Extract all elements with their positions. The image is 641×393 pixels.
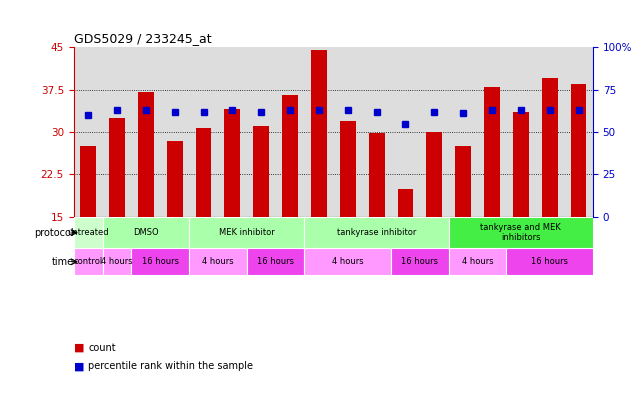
Bar: [449, 47, 478, 217]
Text: DMSO: DMSO: [133, 228, 158, 237]
Bar: [478, 47, 506, 217]
Bar: [218, 47, 247, 217]
Bar: [247, 47, 276, 217]
Text: 16 hours: 16 hours: [531, 257, 568, 266]
Text: 16 hours: 16 hours: [257, 257, 294, 266]
Bar: [340, 121, 356, 217]
Text: tankyrase and MEK
inhibitors: tankyrase and MEK inhibitors: [481, 223, 561, 242]
Bar: [103, 47, 131, 217]
Bar: [426, 132, 442, 217]
Bar: [167, 141, 183, 217]
Bar: [304, 217, 449, 248]
Bar: [131, 47, 160, 217]
Text: tankyrase inhibitor: tankyrase inhibitor: [337, 228, 416, 237]
Bar: [189, 47, 218, 217]
Bar: [247, 248, 304, 275]
Text: GDS5029 / 233245_at: GDS5029 / 233245_at: [74, 31, 212, 44]
Bar: [369, 133, 385, 217]
Text: 16 hours: 16 hours: [142, 257, 179, 266]
Bar: [74, 217, 103, 248]
Bar: [131, 248, 189, 275]
Text: 4 hours: 4 hours: [101, 257, 133, 266]
Text: percentile rank within the sample: percentile rank within the sample: [88, 361, 253, 371]
Text: ■: ■: [74, 343, 84, 353]
Bar: [391, 248, 449, 275]
Text: ■: ■: [74, 361, 84, 371]
Bar: [80, 146, 96, 217]
Bar: [570, 84, 587, 217]
Bar: [455, 146, 471, 217]
Bar: [109, 118, 125, 217]
Bar: [224, 109, 240, 217]
Bar: [160, 47, 189, 217]
Bar: [189, 217, 304, 248]
Bar: [506, 248, 593, 275]
Bar: [362, 47, 391, 217]
Bar: [304, 248, 391, 275]
Bar: [333, 47, 362, 217]
Bar: [513, 112, 529, 217]
Bar: [74, 248, 103, 275]
Bar: [311, 50, 327, 217]
Text: MEK inhibitor: MEK inhibitor: [219, 228, 274, 237]
Text: 16 hours: 16 hours: [401, 257, 438, 266]
Bar: [103, 248, 131, 275]
Bar: [449, 248, 506, 275]
Text: 4 hours: 4 hours: [202, 257, 234, 266]
Text: untreated: untreated: [67, 228, 109, 237]
Bar: [542, 78, 558, 217]
Bar: [276, 47, 304, 217]
Bar: [484, 87, 500, 217]
Bar: [535, 47, 564, 217]
Bar: [189, 248, 247, 275]
Bar: [196, 127, 212, 217]
Bar: [253, 127, 269, 217]
Text: 4 hours: 4 hours: [332, 257, 363, 266]
Text: count: count: [88, 343, 116, 353]
Bar: [397, 189, 413, 217]
Bar: [103, 217, 189, 248]
Bar: [138, 92, 154, 217]
Text: protocol: protocol: [34, 228, 74, 238]
Bar: [420, 47, 449, 217]
Text: 4 hours: 4 hours: [462, 257, 494, 266]
Bar: [564, 47, 593, 217]
Bar: [304, 47, 333, 217]
Text: control: control: [74, 257, 103, 266]
Bar: [391, 47, 420, 217]
Bar: [74, 47, 103, 217]
Text: time: time: [51, 257, 74, 267]
Bar: [506, 47, 535, 217]
Bar: [449, 217, 593, 248]
Bar: [282, 95, 298, 217]
